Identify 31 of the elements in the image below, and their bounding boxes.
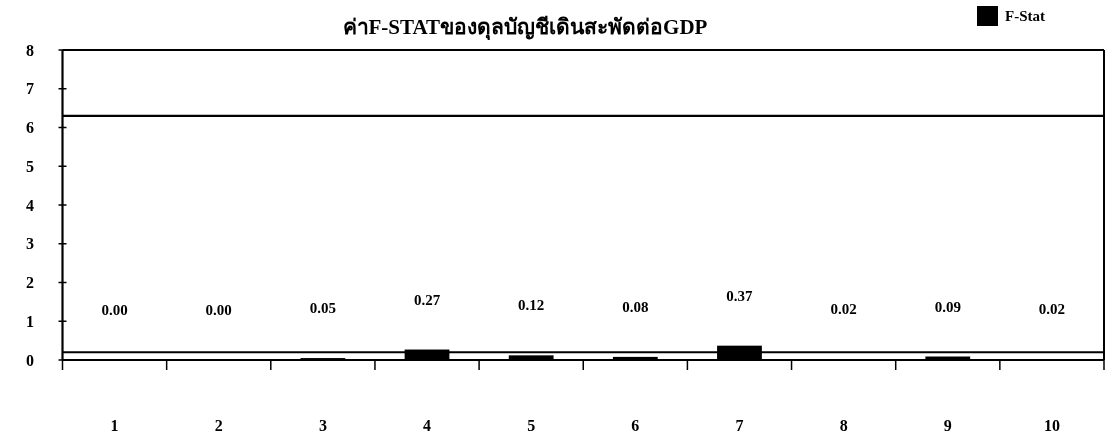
data-label: 0.02: [1038, 301, 1066, 318]
data-label: 0.00: [205, 302, 232, 318]
data-label: 0.09: [934, 298, 961, 315]
data-label: 0.05: [309, 300, 336, 317]
x-tick-label: 1: [110, 416, 119, 434]
x-tick-label: 9: [943, 416, 952, 434]
y-tick-label: 6: [26, 119, 34, 136]
y-tick-label: 1: [26, 312, 34, 330]
y-tick-label: 2: [26, 274, 34, 291]
x-tick-label: 6: [631, 416, 640, 434]
x-tick-label: 5: [527, 416, 536, 434]
data-label: 0.12: [518, 297, 545, 314]
data-label: 0.27: [413, 291, 441, 308]
y-tick-label: 4: [26, 196, 34, 214]
x-tick-label: 4: [423, 416, 432, 434]
x-tick-label: 8: [839, 416, 848, 434]
x-tick-label: 3: [318, 416, 327, 434]
x-tick-label: 7: [735, 416, 744, 434]
y-tick-label: 8: [26, 41, 34, 59]
y-tick-label: 7: [26, 80, 34, 98]
chart-title: ค่าF-STATของดุลบัญชีเดินสะพัดต่อGDP: [342, 15, 708, 41]
data-label: 0.08: [622, 298, 649, 315]
x-tick-label: 10: [1043, 416, 1060, 434]
data-label: 0.37: [726, 287, 754, 304]
y-tick-label: 0: [26, 351, 34, 369]
legend-label: F-Stat: [1005, 8, 1045, 24]
data-label: 0.02: [830, 301, 857, 318]
y-tick-label: 3: [26, 235, 34, 253]
y-tick-label: 5: [26, 157, 34, 175]
x-tick-label: 2: [214, 416, 223, 434]
data-label: 0.00: [101, 302, 128, 318]
